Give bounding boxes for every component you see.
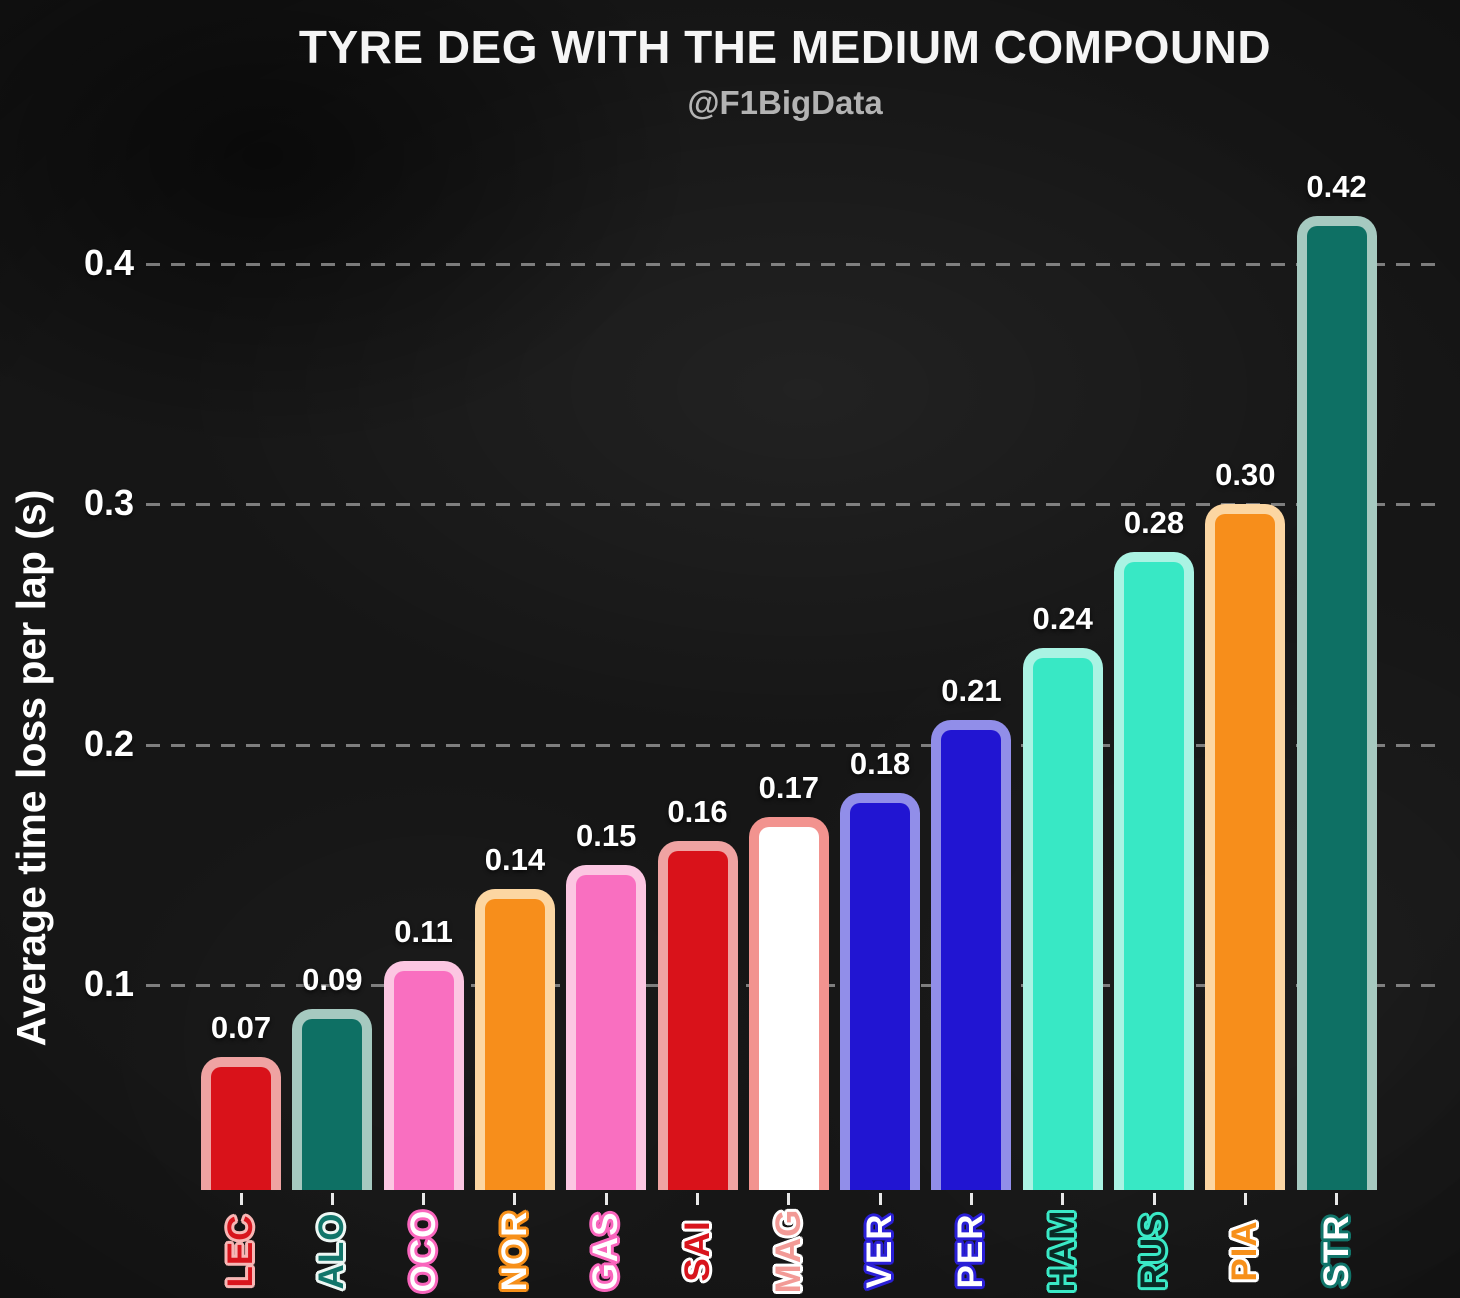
x-tick-mark: [878, 1193, 882, 1205]
x-tick-mark: [969, 1193, 973, 1205]
x-label-alo: ALO: [312, 1212, 352, 1290]
bar-value-label: 0.09: [302, 961, 363, 997]
bar-value-label: 0.28: [1123, 505, 1185, 541]
x-label-pia: PIA: [1225, 1220, 1265, 1282]
bar-lec: [201, 1056, 281, 1190]
x-label-nor: NOR: [494, 1210, 534, 1292]
x-tick-mark: [696, 1193, 699, 1205]
x-label-str: STR: [1316, 1214, 1356, 1288]
x-tick-mark: [239, 1193, 243, 1205]
x-label-lec: LEC: [221, 1214, 260, 1288]
bar-value-label: 0.18: [849, 745, 911, 781]
y-tick-label: 0.2: [83, 722, 134, 764]
x-tick-mark: [1243, 1193, 1247, 1205]
y-gridline: [146, 263, 1437, 266]
bar-str: [1296, 215, 1377, 1190]
bar-gas: [566, 864, 647, 1190]
bar-rus: [1114, 552, 1194, 1190]
x-label-ver: VER: [860, 1213, 900, 1289]
x-tick-mark: [604, 1193, 608, 1205]
chart-title: TYRE DEG WITH THE MEDIUM COMPOUND: [298, 21, 1272, 73]
bar-value-label: 0.24: [1032, 601, 1093, 637]
bar-value-label: 0.42: [1306, 168, 1367, 204]
x-tick-mark: [1335, 1193, 1339, 1205]
bar-value-label: 0.07: [210, 1009, 272, 1045]
x-tick-mark: [787, 1193, 791, 1205]
x-label-ham: HAM: [1042, 1209, 1082, 1293]
y-tick-label: 0.1: [83, 962, 134, 1004]
bar-ver: [840, 792, 921, 1190]
bar-mag: [748, 816, 829, 1190]
bar-per: [931, 720, 1012, 1190]
bar-value-label: 0.21: [941, 673, 1002, 709]
x-tick-mark: [330, 1193, 334, 1205]
x-label-oco: OCO: [403, 1209, 443, 1293]
x-label-gas: GAS: [586, 1211, 626, 1291]
chart-subtitle: @F1BigData: [687, 84, 883, 121]
x-label-rus: RUS: [1134, 1212, 1173, 1290]
bar-ham: [1022, 648, 1103, 1190]
x-tick-mark: [422, 1193, 426, 1205]
bar-sai: [657, 840, 738, 1190]
x-label-sai: SAI: [677, 1220, 717, 1282]
x-tick-mark: [1061, 1193, 1065, 1205]
x-label-mag: MAG: [768, 1208, 808, 1294]
bar-pia: [1205, 504, 1286, 1190]
x-tick-mark: [1152, 1193, 1156, 1205]
bar-value-label: 0.11: [394, 913, 453, 949]
y-tick-label: 0.4: [83, 242, 134, 283]
x-label-per: PER: [951, 1213, 991, 1289]
y-tick-label: 0.3: [83, 482, 134, 524]
bar-value-label: 0.30: [1215, 457, 1276, 493]
x-tick-mark: [513, 1193, 517, 1205]
